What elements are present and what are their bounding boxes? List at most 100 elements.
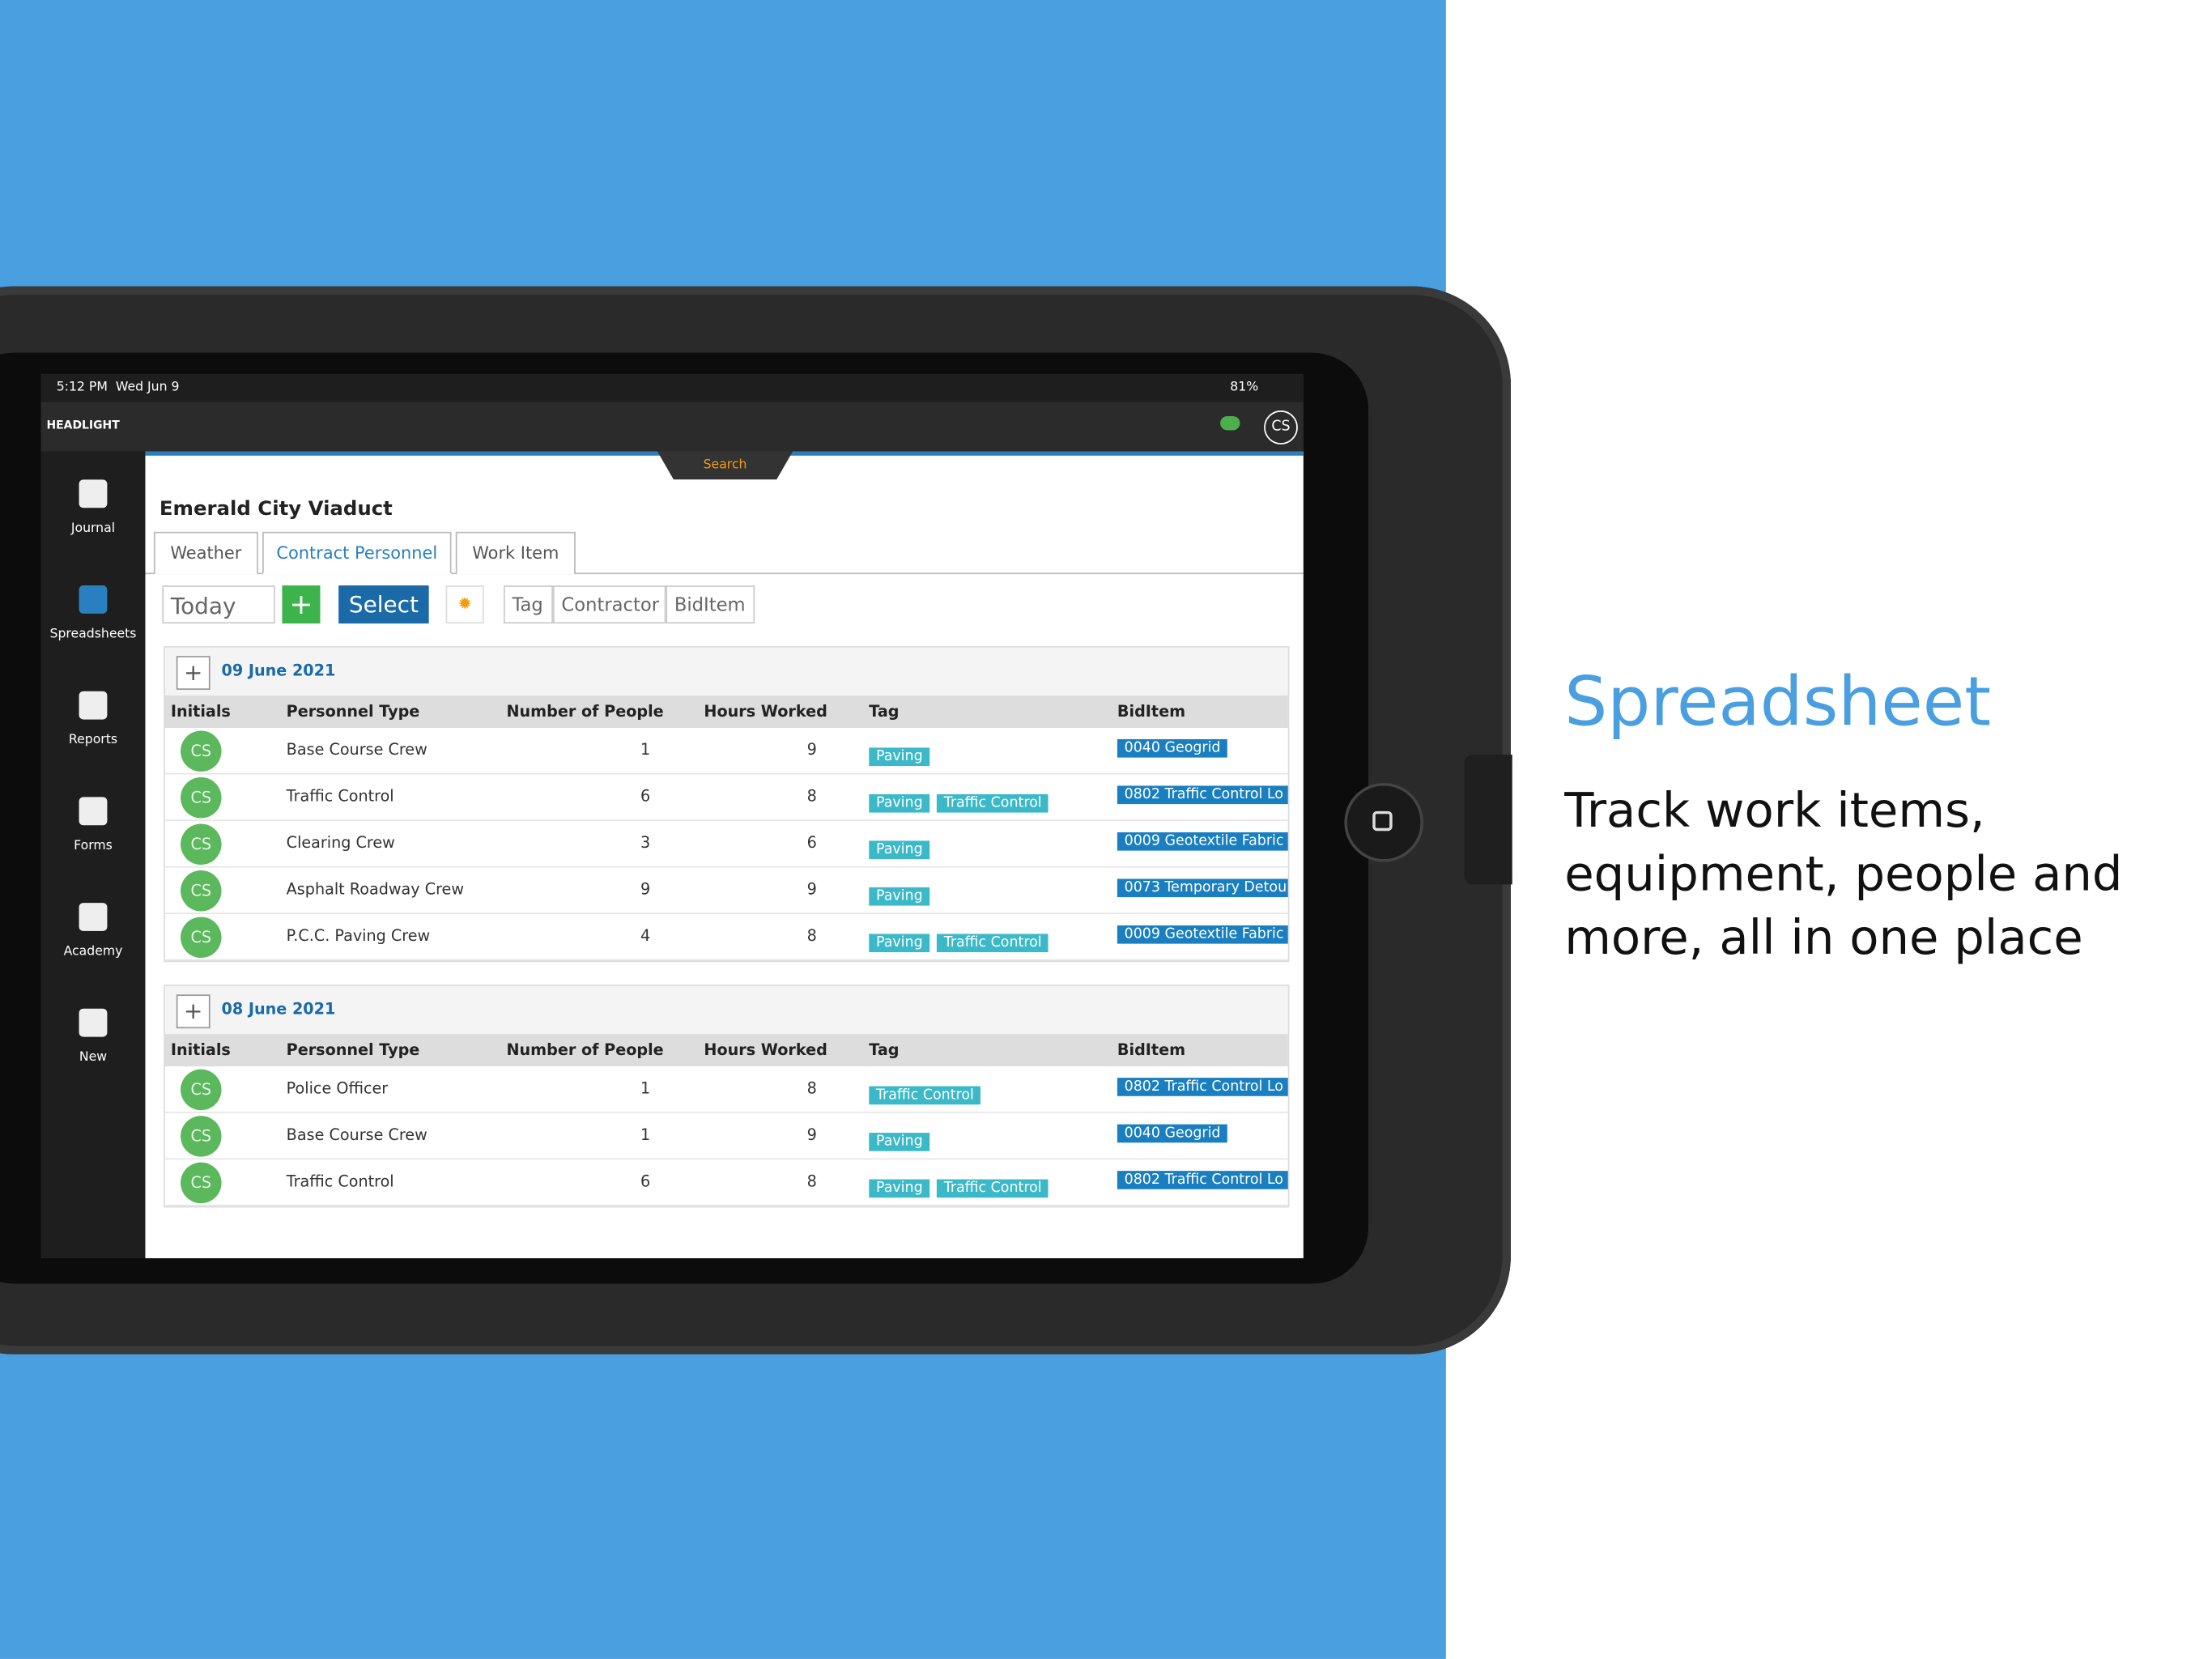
biditem: 0073 Temporary Detou — [1117, 878, 1288, 898]
group: +08 June 2021 Initials Personnel Type Numbe… — [164, 985, 1290, 1208]
row — [164, 914, 1288, 961]
personnel-type: Traffic Control — [286, 1172, 394, 1191]
tag: Paving — [869, 840, 930, 860]
time: 5:12 PM — [56, 381, 108, 395]
initials: CS — [181, 730, 222, 772]
personnel-type: Traffic Control — [286, 787, 394, 806]
filter-button[interactable]: Tag — [504, 585, 553, 624]
app: 5:12 PM Wed Jun 9 81% HEADLIGHT CS Journ… — [40, 373, 1304, 1259]
filter-button[interactable]: BidItem — [666, 585, 755, 624]
column-header: Personnel Type — [286, 702, 420, 721]
hours-worked: 8 — [806, 1172, 817, 1191]
nav-label[interactable]: Spreadsheets — [49, 627, 137, 642]
home-button[interactable] — [1344, 782, 1423, 862]
biditem: 0802 Traffic Control Lo — [1117, 1171, 1288, 1189]
number-of-people: 9 — [640, 880, 651, 899]
date: Wed Jun 9 — [115, 381, 180, 395]
biditem: 0802 Traffic Control Lo — [1117, 1078, 1288, 1096]
nav-icon[interactable] — [79, 479, 108, 508]
column-header: Initials — [170, 1040, 231, 1060]
tag: Paving — [869, 747, 930, 767]
nav-icon[interactable] — [79, 797, 108, 826]
tag: Paving — [869, 793, 930, 813]
column-header: Tag — [869, 1040, 900, 1060]
row — [164, 774, 1288, 822]
search-tab[interactable]: Search — [657, 451, 793, 480]
row — [164, 1159, 1288, 1206]
expand-button[interactable]: + — [176, 994, 211, 1029]
hours-worked: 8 — [806, 1078, 817, 1098]
column-header: Number of People — [506, 1040, 664, 1060]
settings-button[interactable]: ✹ — [445, 585, 484, 624]
select-button[interactable]: Select — [338, 585, 429, 624]
row — [164, 821, 1288, 868]
tags: Paving Traffic Control — [869, 925, 1056, 953]
header — [40, 402, 1304, 452]
tags: Paving — [869, 832, 937, 860]
user-avatar[interactable]: CS — [1264, 410, 1298, 445]
hours-worked: 9 — [806, 740, 817, 759]
row — [164, 1112, 1288, 1160]
group-date: 08 June 2021 — [221, 1000, 336, 1019]
hours-worked: 9 — [806, 1125, 817, 1145]
tag: Traffic Control — [937, 793, 1049, 813]
hours-worked: 8 — [806, 787, 817, 806]
column-header: Initials — [170, 702, 231, 721]
number-of-people: 6 — [640, 787, 651, 806]
tags: Paving — [869, 739, 937, 767]
logo: HEADLIGHT — [46, 419, 120, 432]
initials: CS — [181, 1162, 222, 1204]
number-of-people: 1 — [640, 1125, 651, 1145]
biditem: 0009 Geotextile Fabric — [1117, 832, 1288, 851]
tag: Paving — [869, 887, 930, 906]
nav-label[interactable]: Reports — [68, 733, 118, 748]
nav-label[interactable]: Forms — [74, 839, 113, 854]
tag: Paving — [869, 1179, 930, 1198]
today-button[interactable]: Today — [162, 585, 275, 624]
row — [164, 867, 1288, 915]
number-of-people: 1 — [640, 1078, 651, 1098]
initials: CS — [181, 1116, 222, 1157]
hours-worked: 9 — [806, 880, 817, 899]
nav-icon[interactable] — [79, 1008, 108, 1037]
nav-icon[interactable] — [79, 691, 108, 720]
initials: CS — [181, 917, 222, 959]
initials: CS — [181, 823, 222, 866]
column-header-row — [164, 1034, 1288, 1067]
personnel-type: Base Course Crew — [286, 740, 428, 759]
tags: Traffic Control — [869, 1078, 988, 1105]
tab[interactable]: Weather — [153, 531, 258, 575]
tag: Traffic Control — [869, 1086, 981, 1105]
personnel-type: Asphalt Roadway Crew — [286, 880, 465, 899]
biditem: 0040 Geogrid — [1117, 1124, 1228, 1143]
column-header: BidItem — [1117, 702, 1186, 721]
nav-label[interactable]: Journal — [70, 521, 116, 537]
column-header: Hours Worked — [704, 1040, 827, 1060]
number-of-people: 6 — [640, 1172, 651, 1191]
add-button[interactable]: + — [282, 585, 321, 624]
group-date: 09 June 2021 — [221, 661, 336, 680]
hours-worked: 8 — [806, 926, 817, 946]
nav-icon[interactable] — [79, 903, 108, 931]
promo-text: Track work items, equipment, people and mo… — [1564, 780, 2122, 970]
filter-button[interactable]: Contractor — [552, 585, 666, 624]
number-of-people: 4 — [640, 926, 651, 946]
column-header-row — [164, 695, 1288, 729]
biditem: 0040 Geogrid — [1117, 738, 1228, 758]
tags: Paving — [869, 878, 937, 906]
tag: Paving — [869, 1133, 930, 1151]
sync-icon[interactable] — [1220, 415, 1240, 431]
expand-button[interactable]: + — [176, 656, 211, 690]
initials: CS — [181, 777, 222, 819]
tags: Paving — [869, 1125, 937, 1151]
number-of-people: 1 — [640, 740, 651, 759]
column-header: BidItem — [1117, 1040, 1186, 1060]
nav-icon[interactable] — [79, 585, 108, 614]
tab[interactable]: Work Item — [455, 531, 576, 575]
nav-label[interactable]: New — [79, 1051, 108, 1066]
nav-label[interactable]: Academy — [63, 945, 123, 959]
tab[interactable]: Contract Personnel — [262, 531, 452, 575]
tag: Paving — [869, 934, 930, 953]
row — [164, 1066, 1288, 1113]
